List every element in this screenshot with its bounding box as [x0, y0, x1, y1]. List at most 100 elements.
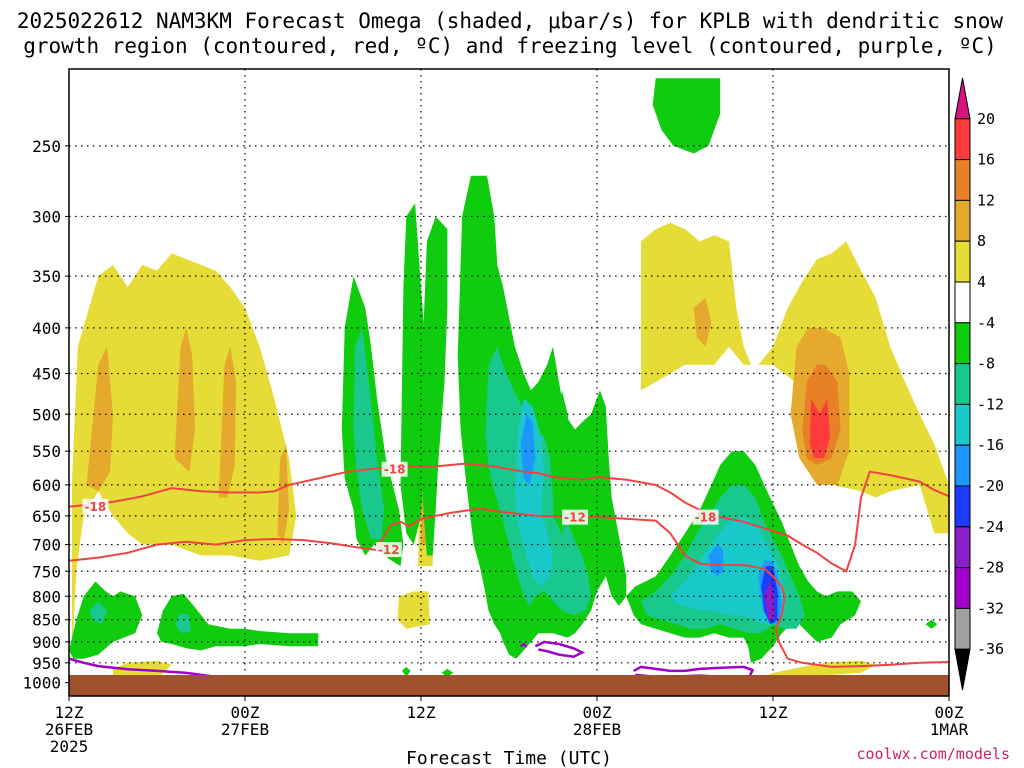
omega-region-14	[758, 660, 876, 679]
colorbar-label-2: 16	[977, 151, 995, 169]
omega-region-23	[457, 175, 627, 659]
colorbar-label-10: -20	[977, 477, 1004, 495]
y-tick-label-450: 450	[32, 364, 61, 383]
colorbar-label-7: -8	[977, 355, 995, 373]
omega-region-21	[400, 203, 426, 545]
y-tick-label-650: 650	[32, 507, 61, 526]
y-tick-label-400: 400	[32, 319, 61, 338]
colorbar-swatch-5	[954, 281, 971, 324]
dendritic-contour-0	[69, 462, 949, 573]
y-tick-label-350: 350	[32, 267, 61, 286]
contour-layer: -18 -18 -18 -12 -12	[69, 461, 949, 682]
contour-label-bg-2	[692, 509, 719, 525]
x-tick-label-12-2: 27FEB	[221, 720, 269, 739]
omega-region-18	[174, 612, 191, 634]
contour-label-bg-4	[562, 509, 588, 525]
x-tick-label-60-1: 00Z	[935, 703, 964, 722]
x-tick-label-60-2: 1MAR	[930, 720, 969, 739]
y-tick-label-300: 300	[32, 207, 61, 226]
omega-colorbar: 20 16 12 8 4 -4 -8 -12 -16 -20 -24 -28 -32 -36	[954, 77, 1004, 691]
colorbar-swatch-12	[954, 567, 971, 609]
y-tick-label-700: 700	[32, 536, 61, 555]
colorbar-swatch-11	[954, 526, 971, 569]
colorbar-swatch-4	[954, 240, 971, 283]
colorbar-label-8: -12	[977, 395, 1004, 413]
colorbar-swatch-10	[954, 485, 971, 528]
colorbar-top-arrow	[954, 77, 971, 120]
freezing-level-contour-1	[534, 640, 586, 658]
y-tick-label-550: 550	[32, 442, 61, 461]
y-tick-label-950: 950	[32, 654, 61, 673]
y-tick-label-850: 850	[32, 611, 61, 630]
omega-region-37	[441, 668, 454, 677]
contour-label-3: -12	[378, 543, 400, 557]
chart-title-line2: growth region (contoured, red, ºC) and f…	[23, 34, 997, 58]
contour-label-0: -18	[85, 500, 107, 514]
x-tick-label-0-3: 2025	[50, 737, 89, 756]
y-tick-label-900: 900	[32, 633, 61, 652]
omega-shading-layer	[69, 78, 949, 679]
y-tick-label-600: 600	[32, 476, 61, 495]
plot-frame	[68, 68, 950, 697]
x-tick-label-36-1: 00Z	[583, 703, 612, 722]
colorbar-label-6: -4	[977, 314, 995, 332]
omega-region-6	[397, 591, 430, 629]
x-tick-label-48-1: 12Z	[759, 703, 788, 722]
y-tick-label-750: 750	[32, 562, 61, 581]
colorbar-swatch-2	[954, 159, 971, 201]
colorbar-swatch-13	[954, 607, 971, 650]
y-tick-label-800: 800	[32, 587, 61, 606]
contour-label-bg-3	[375, 542, 402, 558]
omega-region-17	[157, 593, 319, 651]
colorbar-swatch-3	[954, 199, 971, 242]
contour-label-2: -18	[695, 511, 717, 525]
omega-region-3	[218, 346, 237, 498]
omega-region-38	[925, 619, 938, 629]
x-axis-label: Forecast Time (UTC)	[406, 748, 612, 768]
contour-label-bg-0	[82, 498, 109, 514]
colorbar-bottom-arrow	[954, 648, 971, 691]
omega-region-27	[553, 390, 571, 534]
colorbar-swatch-9	[954, 444, 971, 487]
y-tick-label-500: 500	[32, 405, 61, 424]
omega-region-13	[809, 398, 831, 459]
omega-region-10	[693, 297, 712, 347]
omega-region-22	[421, 216, 448, 556]
colorbar-label-9: -16	[977, 436, 1004, 454]
colorbar-label-4: 8	[977, 232, 986, 250]
colorbar-label-3: 12	[977, 191, 995, 209]
colorbar-swatch-1	[954, 118, 971, 161]
x-tick-label-24-1: 12Z	[407, 703, 436, 722]
omega-region-2	[174, 327, 196, 472]
contour-label-4: -12	[564, 511, 586, 525]
credit-link[interactable]: coolwx.com/models	[856, 745, 1010, 763]
omega-region-30	[670, 515, 785, 625]
y-tick-label-250: 250	[32, 137, 61, 156]
omega-region-4	[277, 444, 289, 545]
omega-region-35	[652, 78, 721, 154]
x-tick-label-0-1: 12Z	[55, 703, 84, 722]
colorbar-label-5: 4	[977, 273, 986, 291]
omega-region-1	[86, 346, 113, 492]
omega-region-36	[401, 666, 411, 677]
omega-region-16	[89, 601, 108, 625]
omega-region-34	[764, 581, 775, 620]
terrain-ground	[69, 675, 949, 696]
plot-area: -18 -18 -18 -12 -12	[69, 69, 949, 696]
x-tick-label-0-2: 26FEB	[45, 720, 93, 739]
x-tick-label-12-1: 00Z	[231, 703, 260, 722]
freezing-level-contour-2	[519, 642, 528, 648]
omega-region-31	[708, 544, 724, 577]
colorbar-label-14: -36	[977, 640, 1004, 658]
colorbar-label-13: -32	[977, 599, 1004, 617]
contour-label-1: -18	[384, 463, 406, 477]
y-tick-label-1000: 1000	[22, 674, 61, 693]
omega-region-20	[353, 327, 385, 539]
x-tick-label-36-2: 28FEB	[573, 720, 621, 739]
omega-region-26	[520, 414, 536, 485]
pressure-axis: 250 300 350 400 450 500 550 600 650 700 750 800 850 9…	[22, 137, 69, 693]
chart-title-line1: 2025022612 NAM3KM Forecast Omega (shaded…	[17, 9, 1004, 33]
colorbar-swatch-7	[954, 363, 971, 405]
colorbar-label-1: 20	[977, 110, 995, 128]
